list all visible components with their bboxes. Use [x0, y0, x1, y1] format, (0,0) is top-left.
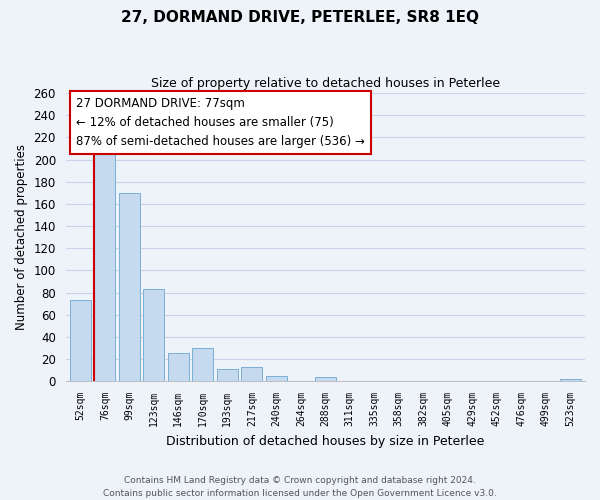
Bar [217, 369, 238, 381]
Y-axis label: Number of detached properties: Number of detached properties [15, 144, 28, 330]
Bar [241, 367, 262, 381]
Bar [143, 289, 164, 381]
Text: 27, DORMAND DRIVE, PETERLEE, SR8 1EQ: 27, DORMAND DRIVE, PETERLEE, SR8 1EQ [121, 10, 479, 25]
Bar [94, 152, 115, 381]
Bar [119, 193, 140, 381]
Bar [193, 348, 213, 381]
Bar [70, 300, 91, 381]
Bar [168, 354, 189, 381]
Text: Contains HM Land Registry data © Crown copyright and database right 2024.
Contai: Contains HM Land Registry data © Crown c… [103, 476, 497, 498]
Bar [315, 377, 336, 381]
Title: Size of property relative to detached houses in Peterlee: Size of property relative to detached ho… [151, 78, 500, 90]
Text: 27 DORMAND DRIVE: 77sqm
← 12% of detached houses are smaller (75)
87% of semi-de: 27 DORMAND DRIVE: 77sqm ← 12% of detache… [76, 98, 365, 148]
Bar [266, 376, 287, 381]
X-axis label: Distribution of detached houses by size in Peterlee: Distribution of detached houses by size … [166, 434, 485, 448]
Bar [560, 379, 581, 381]
